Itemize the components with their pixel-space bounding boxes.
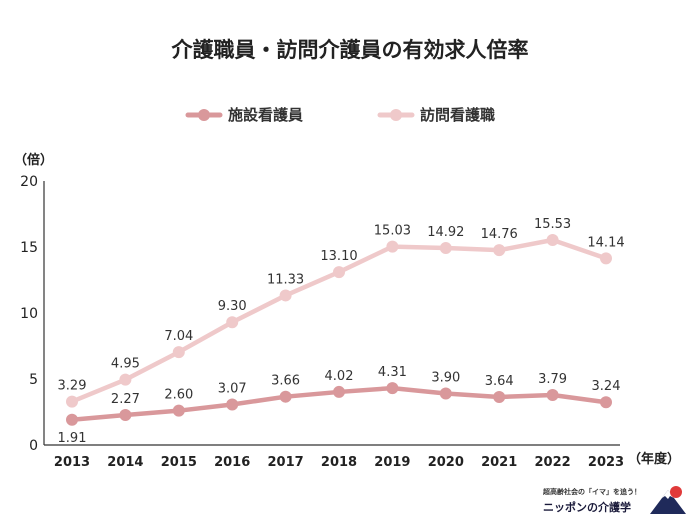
- data-point: [386, 240, 399, 253]
- data-point: [226, 316, 239, 329]
- data-label: 2.60: [164, 388, 193, 403]
- data-point: [546, 234, 559, 247]
- chart-title: 介護職員・訪問介護員の有効求人倍率: [171, 38, 529, 62]
- x-tick-label: 2014: [107, 455, 143, 470]
- legend-label-visit: 訪問看護職: [420, 106, 495, 124]
- data-point: [172, 346, 185, 359]
- x-tick-label: 2016: [214, 455, 250, 470]
- data-label: 9.30: [218, 299, 247, 314]
- y-tick-label: 20: [20, 174, 38, 190]
- x-tick-label: 2017: [268, 455, 304, 470]
- data-point: [66, 413, 78, 426]
- axes: 0 5 10 15 20 2013 2014 2015 2016 2017 2018 2019 2020…: [20, 174, 624, 470]
- data-point: [333, 385, 345, 398]
- x-tick-label: 2021: [481, 455, 517, 470]
- data-point: [493, 390, 506, 403]
- legend-item-visit: 訪問看護職: [377, 106, 495, 124]
- data-point: [279, 390, 292, 403]
- data-label: 7.04: [164, 329, 193, 344]
- x-tick-label: 2018: [321, 455, 357, 470]
- data-point: [119, 373, 132, 386]
- data-point: [439, 387, 452, 400]
- data-point: [172, 404, 185, 417]
- data-label: 2.27: [111, 392, 140, 407]
- data-point: [333, 266, 345, 279]
- data-point: [546, 388, 559, 401]
- data-label: 3.66: [271, 374, 300, 389]
- x-tick-label: 2013: [54, 455, 90, 470]
- data-label: 3.29: [58, 379, 87, 394]
- data-point: [386, 382, 399, 395]
- data-label: 3.90: [431, 371, 460, 386]
- legend-item-facility: 施設看護員: [185, 106, 303, 124]
- data-label: 13.10: [320, 249, 357, 264]
- series-layer: [66, 234, 612, 426]
- data-label: 15.53: [534, 217, 571, 232]
- data-label: 4.02: [325, 369, 354, 384]
- x-tick-label: 2022: [535, 455, 571, 470]
- data-label: 14.92: [427, 225, 464, 240]
- y-tick-label: 5: [29, 372, 38, 388]
- data-label: 4.31: [378, 365, 407, 380]
- brand-tagline: 超高齢社会の「イマ」を追う！: [543, 487, 641, 496]
- data-label: 3.24: [592, 379, 621, 394]
- data-label: 14.76: [481, 227, 518, 242]
- y-tick-label: 15: [20, 240, 38, 256]
- x-tick-label: 2019: [374, 455, 410, 470]
- x-axis-unit: （年度）: [628, 451, 680, 467]
- data-label: 14.14: [587, 235, 624, 250]
- data-point: [600, 396, 612, 409]
- mount-fuji-icon: [650, 486, 686, 514]
- legend: 施設看護員 訪問看護職: [185, 106, 495, 124]
- data-point: [119, 409, 132, 422]
- x-tick-label: 2023: [588, 455, 624, 470]
- data-point: [226, 398, 239, 411]
- y-axis-unit: （倍）: [14, 152, 53, 168]
- brand-name: ニッポンの介護学: [543, 500, 631, 514]
- data-label: 15.03: [374, 224, 411, 239]
- data-labels: 3.29 4.95 7.04 9.30 11.33 13.10 15.03 14.92 14.7…: [58, 217, 625, 446]
- legend-label-facility: 施設看護員: [228, 106, 303, 124]
- y-tick-label: 0: [29, 438, 38, 454]
- data-label: 11.33: [267, 272, 304, 287]
- data-label: 4.95: [111, 357, 140, 372]
- data-label: 3.64: [485, 374, 514, 389]
- data-point: [600, 252, 612, 265]
- data-point: [66, 395, 78, 408]
- data-label: 3.79: [538, 372, 567, 387]
- data-point: [439, 242, 452, 255]
- y-tick-label: 10: [20, 306, 38, 322]
- x-tick-label: 2020: [428, 455, 464, 470]
- x-tick-label: 2015: [161, 455, 197, 470]
- data-label: 1.91: [58, 431, 87, 446]
- brand-logo: 超高齢社会の「イマ」を追う！ ニッポンの介護学: [543, 486, 686, 514]
- data-label: 3.07: [218, 381, 247, 396]
- data-point: [493, 244, 506, 257]
- data-point: [279, 289, 292, 302]
